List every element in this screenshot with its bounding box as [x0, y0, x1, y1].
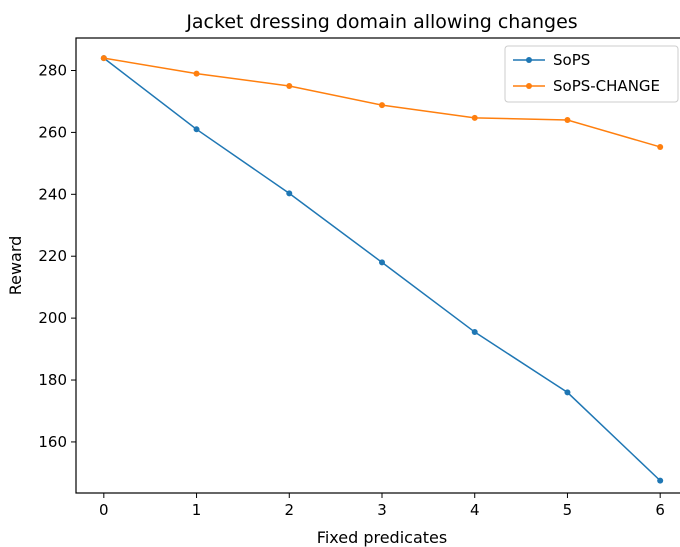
y-axis-label: Reward — [6, 236, 25, 296]
plot-area — [100, 55, 664, 484]
y-tick-label: 160 — [38, 433, 67, 451]
x-tick-label: 4 — [470, 501, 480, 519]
data-point — [564, 389, 571, 396]
legend-box — [504, 45, 679, 103]
x-axis: 0 1 2 3 4 5 6 — [99, 493, 665, 519]
data-point — [379, 102, 385, 109]
x-tick-label: 2 — [284, 501, 294, 519]
y-tick-label: 220 — [38, 247, 67, 265]
y-tick-label: 200 — [38, 309, 67, 327]
y-tick-label: 180 — [38, 371, 67, 389]
y-tick-label: 280 — [38, 62, 67, 80]
data-point — [471, 329, 478, 336]
legend-swatch-marker — [526, 57, 532, 63]
legend-swatch-marker — [526, 83, 532, 89]
legend-label: SoPS — [553, 51, 590, 69]
legend: SoPS SoPS-CHANGE — [504, 45, 679, 103]
y-axis: 160 180 200 220 240 260 280 — [38, 62, 76, 451]
y-tick-label: 240 — [38, 185, 67, 203]
data-point — [657, 477, 664, 484]
data-point — [286, 82, 293, 89]
x-tick-label: 0 — [99, 501, 109, 519]
x-tick-label: 1 — [192, 501, 202, 519]
y-tick-label: 260 — [38, 123, 67, 141]
chart-title: Jacket dressing domain allowing changes — [185, 11, 577, 33]
legend-label: SoPS-CHANGE — [553, 77, 660, 95]
x-axis-label: Fixed predicates — [317, 528, 447, 547]
data-point — [564, 117, 571, 124]
data-point — [286, 190, 293, 197]
series-line-0 — [103, 57, 661, 482]
data-point — [193, 70, 200, 77]
data-point — [471, 114, 478, 121]
data-point — [657, 143, 664, 150]
data-point — [100, 55, 107, 62]
data-point — [379, 259, 385, 266]
x-tick-label: 5 — [563, 501, 573, 519]
x-tick-label: 6 — [655, 501, 665, 519]
x-tick-label: 3 — [377, 501, 387, 519]
data-point — [193, 126, 200, 133]
